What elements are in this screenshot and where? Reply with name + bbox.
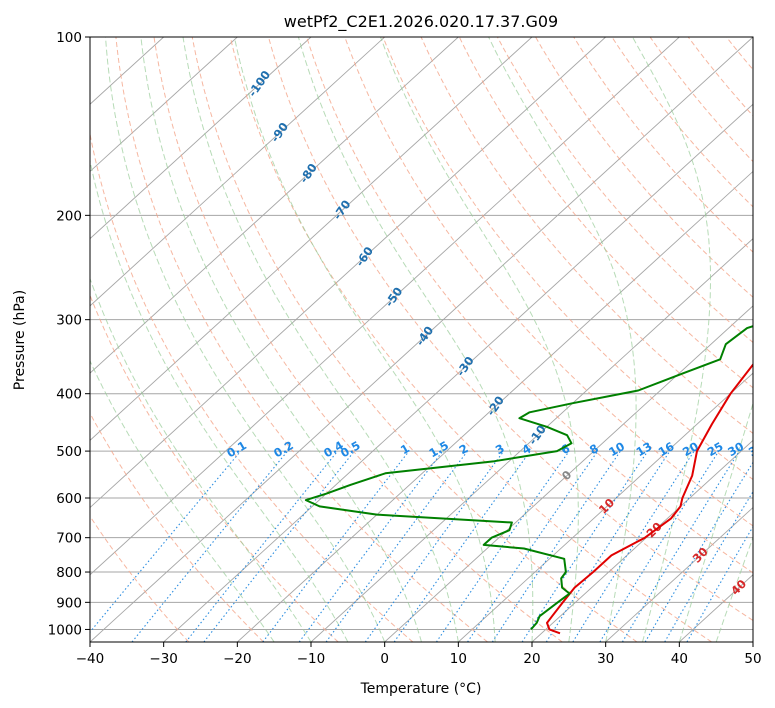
dewpoint-profile-line [304,325,753,631]
dry-adiabat-line [191,37,638,642]
x-tick-label: 20 [523,651,540,667]
chart-title: wetPf2_C2E1.2026.020.17.37.G09 [284,12,558,32]
dry-adiabat-line [535,37,753,298]
y-tick-label: 300 [56,313,82,329]
isotherm-line [90,37,533,441]
x-tick-label: 0 [380,651,389,667]
isotherm-line [384,305,753,642]
mixing-ratio-label: 25 [705,439,726,459]
moist-adiabat-line [182,37,459,642]
x-tick-label: 40 [671,651,688,667]
isotherm-line [90,37,680,576]
isotherm-line [237,170,753,642]
mixing-ratio-line [664,490,753,642]
isotherm-line [90,37,238,173]
dry-adiabat-line [90,131,414,642]
y-tick-label: 1000 [48,622,82,638]
mixing-ratio-line [686,525,753,642]
temperature-profile-line [546,362,753,635]
moist-adiabat-line [297,37,534,642]
y-tick-label: 600 [56,491,82,507]
moist-adiabat-line [233,37,496,642]
dry-adiabat-line [268,37,753,622]
dry-adiabat-line [90,293,339,642]
x-tick-label: −40 [76,651,105,667]
isotherm-line [90,37,606,509]
mixing-ratio-label: 10 [606,439,627,459]
mixing-ratio-line [203,450,355,642]
dry-adiabat-line [306,37,753,574]
plot-frame [89,36,754,643]
mixing-ratio-label: 13 [634,439,655,459]
dry-adiabat-line [458,37,753,389]
mixing-ratio-line [393,450,531,642]
dry-adiabat-line [611,37,753,208]
mixing-ratio-line [545,450,671,642]
y-tick-label: 800 [56,565,82,581]
mixing-ratio-line [467,450,599,642]
isotherm-line [531,439,753,642]
x-tick-label: −10 [297,651,326,667]
moist-adiabat-line [380,37,579,642]
dry-adiabat-line [496,37,753,344]
mixing-ratio-line [185,450,339,642]
isotherm-line [90,37,459,374]
y-tick-label: 900 [56,595,82,611]
isotherm-line [605,506,753,642]
mixing-ratio-line [262,450,410,642]
mixing-ratio-line [621,450,740,642]
y-tick-label: 400 [56,387,82,403]
dry-adiabat-line [115,37,488,642]
dry-adiabat-line [420,37,753,434]
x-tick-label: −30 [149,651,178,667]
y-axis-label: Pressure (hPa) [12,290,28,390]
mixing-ratio-line [644,461,753,642]
dry-adiabat-line [90,515,190,642]
isotherm-line [90,37,753,642]
moist-adiabat-line [90,158,349,642]
y-tick-label: 200 [56,208,82,224]
plot-area: 0.10.20.40.511.52346810131620253036-100-… [90,37,767,642]
dry-adiabat-line [382,37,753,481]
axes: −40 −30 −20 −10 0 10 20 30 40 50 100 200 300 400 500 60… [48,30,762,667]
isotherm-line [90,37,312,240]
x-tick-label: 30 [597,651,614,667]
dry-adiabat-line [229,37,712,642]
y-tick-label: 500 [56,444,82,460]
y-tick-label: 700 [56,531,82,547]
isotherm-line [163,103,753,642]
moist-adiabat-line [90,277,312,642]
x-tick-label: 10 [450,651,467,667]
mixing-ratio-line [364,450,505,642]
x-tick-label: −20 [223,651,252,667]
mixing-ratio-label: 36 [746,439,767,459]
mixing-ratio-line [572,450,695,642]
mixing-ratio-line [599,450,720,642]
mixing-ratio-line [131,450,289,642]
dry-adiabat-line [649,37,753,163]
dry-adiabat-line [344,37,753,527]
x-tick-label: 50 [744,651,761,667]
isotherm-line [458,372,753,642]
mixing-ratio-label: 30 [725,439,746,459]
mixing-ratio-line [90,450,242,633]
y-tick-label: 100 [56,30,82,46]
moist-adiabat-line [90,359,275,642]
moist-adiabat-line [488,37,637,642]
isotherm-line [90,37,385,307]
x-axis-label: Temperature (°C) [360,681,482,697]
moist-adiabat-line [678,401,753,642]
mixing-ratio-label: 16 [656,439,677,459]
moist-adiabat-line [105,37,386,642]
